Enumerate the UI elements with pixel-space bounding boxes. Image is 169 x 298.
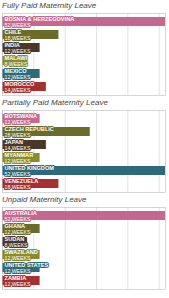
svg-text:12 WEEKS: 12 WEEKS [5, 255, 31, 261]
html-text:Unpaid Maternity Leave: Unpaid Maternity Leave [2, 195, 87, 204]
svg-text:18 WEEKS: 18 WEEKS [5, 35, 31, 41]
svg-text:12 WEEKS: 12 WEEKS [5, 268, 31, 274]
svg-text:CZECH REPUBLIC: CZECH REPUBLIC [5, 126, 54, 132]
svg-text:SWAZILAND: SWAZILAND [5, 249, 38, 255]
svg-text:BOSNIA & HERZEGOVINA: BOSNIA & HERZEGOVINA [5, 16, 75, 22]
svg-text:12 WEEKS: 12 WEEKS [5, 158, 31, 164]
svg-text:12 WEEKS: 12 WEEKS [5, 119, 31, 125]
svg-text:INDIA: INDIA [5, 42, 20, 48]
svg-text:VENEZUELA: VENEZUELA [5, 178, 39, 184]
svg-text:14 WEEKS: 14 WEEKS [5, 145, 31, 151]
svg-text:UNITED STATES: UNITED STATES [5, 262, 49, 268]
svg-text:SUDAN: SUDAN [5, 236, 25, 242]
svg-text:JAPAN: JAPAN [5, 139, 24, 145]
html-text:Fully Paid Maternity Leave: Fully Paid Maternity Leave [2, 1, 97, 10]
svg-text:ZAMBIA: ZAMBIA [5, 275, 27, 281]
svg-text:12 WEEKS: 12 WEEKS [5, 229, 31, 235]
svg-text:BOTSWANA: BOTSWANA [5, 113, 38, 119]
svg-text:MEXICO: MEXICO [5, 68, 28, 74]
svg-text:18 WEEKS: 18 WEEKS [5, 184, 31, 190]
svg-text:8 WEEKS: 8 WEEKS [5, 61, 29, 67]
svg-text:UNITED KINGDOM: UNITED KINGDOM [5, 165, 55, 171]
html-text:Partially Paid Maternity Leave: Partially Paid Maternity Leave [2, 98, 108, 107]
svg-text:12 WEEKS: 12 WEEKS [5, 281, 31, 287]
svg-text:12 WEEKS: 12 WEEKS [5, 74, 31, 80]
svg-text:52 WEEKS: 52 WEEKS [5, 216, 31, 222]
svg-text:52 WEEKS: 52 WEEKS [5, 22, 31, 28]
svg-text:MALAWI: MALAWI [5, 55, 28, 61]
svg-text:AUSTRALIA: AUSTRALIA [5, 210, 37, 216]
svg-text:MYANMAR: MYANMAR [5, 152, 34, 158]
svg-text:28 WEEKS: 28 WEEKS [5, 132, 31, 138]
svg-text:52 WEEKS: 52 WEEKS [5, 171, 31, 177]
svg-text:CHILE: CHILE [5, 29, 22, 35]
svg-text:12 WEEKS: 12 WEEKS [5, 48, 31, 54]
svg-text:GHANA: GHANA [5, 223, 26, 229]
svg-text:8 WEEKS: 8 WEEKS [5, 242, 29, 248]
svg-text:MOROCCO: MOROCCO [5, 81, 35, 87]
svg-text:14 WEEKS: 14 WEEKS [5, 87, 31, 93]
